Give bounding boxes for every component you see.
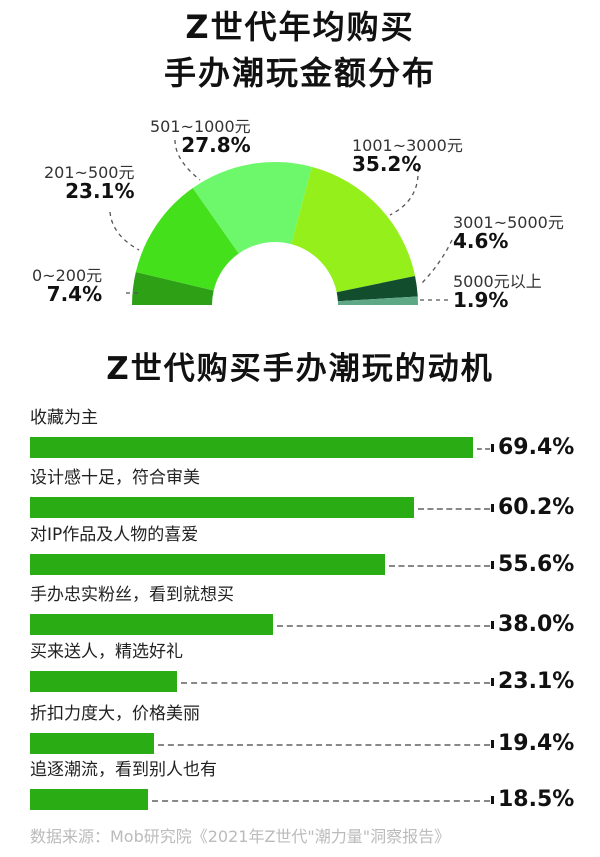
bar-tick: [491, 678, 494, 686]
donut-segment: [291, 166, 416, 293]
bar-category-label: 折扣力度大，价格美丽: [30, 704, 200, 724]
donut-segment: [192, 162, 312, 254]
segment-category: 3001~5000元: [453, 213, 564, 232]
donut-segment: [337, 296, 418, 305]
spend-title-line2: 手办潮玩金额分布: [163, 54, 436, 92]
segment-percent: 1.9%: [453, 288, 509, 312]
bar-value: 38.0%: [498, 612, 575, 637]
segment-percent: 7.4%: [46, 282, 103, 306]
source-note: 数据来源：Mob研究院《2021年Z世代"潮力量"洞察报告》: [30, 827, 451, 846]
bar-leader-line: [388, 565, 490, 567]
bar-tick: [491, 504, 494, 512]
bar-value: 19.4%: [498, 731, 575, 756]
bar-value: 60.2%: [498, 495, 575, 520]
bar-tick: [491, 561, 494, 569]
bar-leader-line: [181, 682, 490, 684]
segment-percent: 27.8%: [181, 133, 251, 157]
half-donut-chart: [109, 139, 453, 305]
segment-category: 201~500元: [44, 163, 135, 182]
bar-tick: [491, 444, 494, 452]
segment-category: 1001~3000元: [352, 136, 463, 155]
bar-category-label: 手办忠实粉丝，看到就想买: [30, 585, 234, 605]
bar-value: 18.5%: [498, 787, 575, 812]
donut-segment: [135, 188, 239, 291]
bar: [30, 614, 273, 635]
bar-leader-line: [477, 448, 490, 450]
donut-segment-label: 5000元以上 1.9%: [453, 272, 542, 310]
donut-segment-label: 0~200元 7.4%: [32, 266, 102, 304]
bar-category-label: 对IP作品及人物的喜爱: [30, 525, 199, 545]
bar-tick: [491, 621, 494, 629]
segment-percent: 23.1%: [65, 179, 135, 203]
bar-category-label: 设计感十足，符合审美: [30, 468, 200, 488]
bar: [30, 789, 149, 810]
donut-segment: [132, 272, 214, 305]
bar-tick: [491, 796, 494, 804]
bar-value: 55.6%: [498, 552, 575, 577]
bar-category-label: 买来送人，精选好礼: [30, 642, 183, 662]
segment-category: 501~1000元: [150, 117, 251, 136]
bar-tick: [491, 740, 494, 748]
segment-percent: 35.2%: [352, 152, 422, 176]
donut-segment-label: 501~1000元 27.8%: [150, 117, 251, 155]
bar-leader-line: [157, 744, 490, 746]
donut-segment-label: 3001~5000元 4.6%: [453, 213, 564, 251]
leader-line: [419, 239, 453, 286]
bar-leader-line: [418, 508, 490, 510]
leader-line: [109, 211, 140, 251]
bar: [30, 437, 473, 458]
bar: [30, 671, 178, 692]
segment-category: 5000元以上: [453, 272, 542, 291]
segment-category: 0~200元: [32, 266, 103, 285]
bar-leader-line: [276, 625, 490, 627]
bar-value: 23.1%: [498, 669, 575, 694]
donut-segment-label: 1001~3000元 35.2%: [352, 136, 463, 174]
leader-line: [174, 139, 201, 181]
bar-category-label: 收藏为主: [30, 408, 98, 428]
bar-value: 69.4%: [498, 435, 575, 460]
bar-leader-line: [152, 800, 490, 802]
bar-category-label: 追逐潮流，看到别人也有: [30, 760, 217, 780]
bar: [30, 554, 385, 575]
bar: [30, 733, 154, 754]
segment-percent: 4.6%: [453, 229, 509, 253]
donut-segment: [336, 276, 418, 302]
spend-title-line1: Z世代年均购买: [185, 8, 415, 46]
motive-title: Z世代购买手办潮玩的动机: [106, 351, 494, 387]
donut-segment-label: 201~500元 23.1%: [44, 163, 135, 201]
bar: [30, 497, 415, 518]
